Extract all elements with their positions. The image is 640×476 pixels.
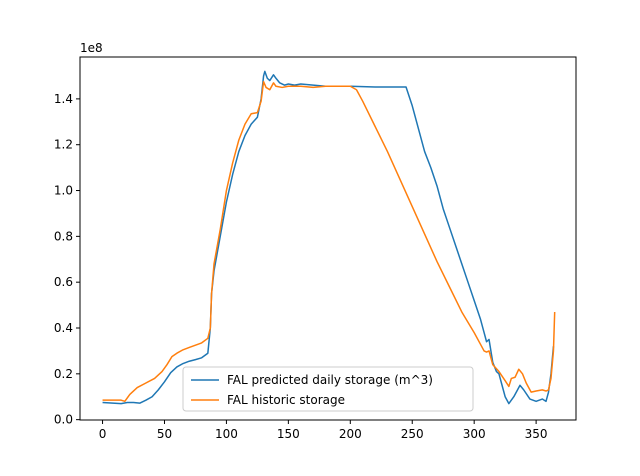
x-tick-label: 0	[99, 427, 107, 441]
y-tick-label: 1.4	[54, 92, 73, 106]
x-tick-label: 150	[277, 427, 300, 441]
y-tick-label: 0.0	[54, 413, 73, 427]
y-tick-label: 1.2	[54, 138, 73, 152]
legend: FAL predicted daily storage (m^3) FAL his…	[182, 366, 474, 412]
series-group	[102, 70, 556, 405]
y-tick-label: 0.6	[54, 275, 73, 289]
legend-label-0: FAL predicted daily storage (m^3)	[227, 373, 433, 387]
legend-label-1: FAL historic storage	[227, 393, 345, 407]
x-tick-label: 350	[525, 427, 548, 441]
x-tick-label: 50	[157, 427, 172, 441]
x-tick-label: 250	[401, 427, 424, 441]
y-scale-label: 1e8	[80, 41, 103, 55]
y-tick-label: 0.2	[54, 367, 73, 381]
series-line-0	[102, 70, 555, 405]
x-tick-label: 100	[215, 427, 238, 441]
y-tick-label: 0.4	[54, 321, 73, 335]
x-tick-label: 200	[339, 427, 362, 441]
x-axis: 0 50 100 150 200 250 300 350	[99, 420, 548, 441]
axes-frame	[79, 56, 577, 421]
legend-box	[182, 366, 474, 412]
y-tick-label: 1.0	[54, 184, 73, 198]
y-axis: 0.0 0.2 0.4 0.6 0.8 1.0 1.2 1.4	[54, 92, 80, 427]
x-tick-label: 300	[463, 427, 486, 441]
y-tick-label: 0.8	[54, 229, 73, 243]
series-line-1	[102, 80, 556, 403]
